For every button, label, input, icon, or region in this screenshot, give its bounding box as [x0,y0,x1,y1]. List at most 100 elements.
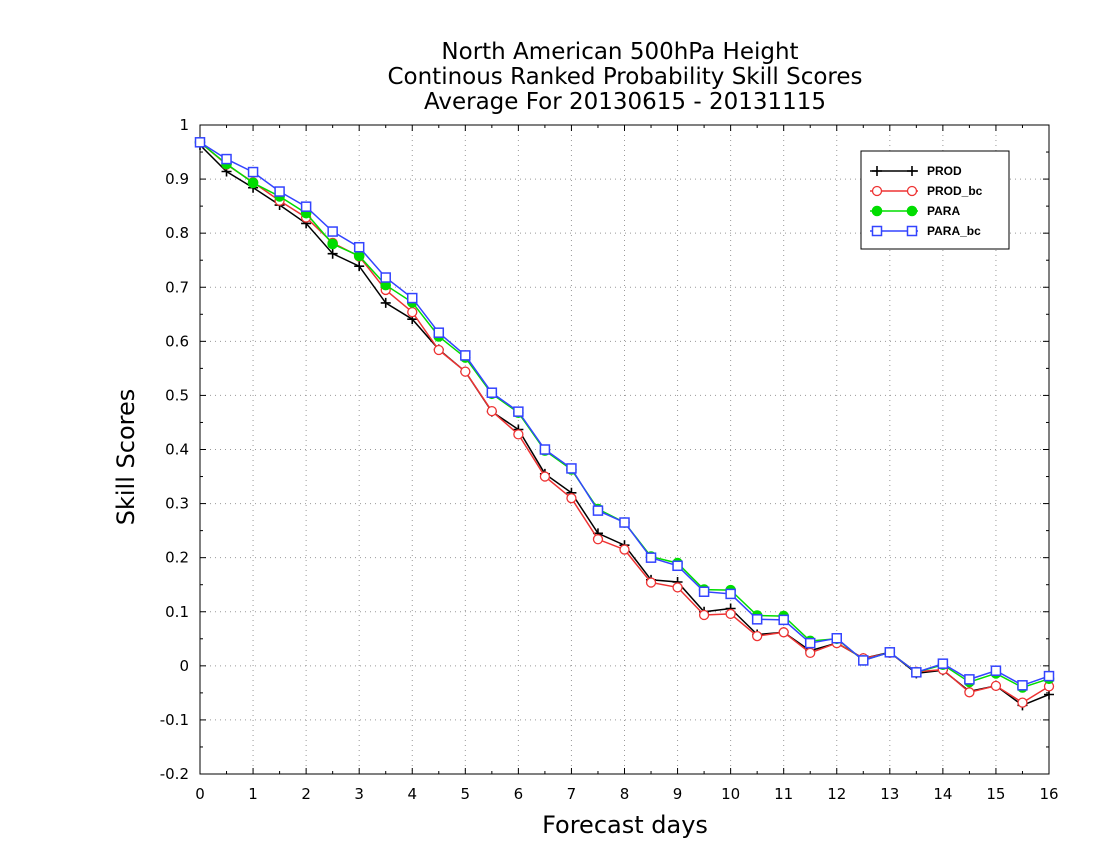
data-point-prod-bc [460,366,471,377]
x-tick-label: 8 [620,785,630,803]
y-tick-label: 0.7 [165,278,189,296]
data-point-prod-bc [513,429,524,440]
data-point-para-bc [566,463,577,474]
legend-marker-para-bc [871,225,883,237]
legend-entry-prod: PROD [870,164,962,178]
legend-entry-para-bc: PARA_bc [870,224,981,238]
data-point-prod-bc [619,544,630,555]
legend-label-prod-bc: PROD_bc [927,184,983,198]
legend-marker-prod [872,166,882,176]
data-point-para-bc [300,201,312,212]
data-point-para-bc [380,272,391,283]
data-point-prod-bc [698,609,710,621]
data-point-para-bc [858,655,869,666]
data-point-para-bc [645,552,657,563]
data-point-prod-bc [1017,697,1028,708]
x-tick-label: 4 [407,785,417,803]
legend-marker-para [871,205,883,217]
chart-title: North American 500hPa Height Continous R… [387,39,862,115]
data-point-prod-bc [407,306,418,318]
x-tick-label: 11 [774,785,793,803]
x-axis-title: Forecast days [542,811,708,839]
legend-marker-prod [907,166,917,176]
data-point-para-bc [274,186,285,197]
data-point-para [327,238,338,250]
data-point-para-bc [194,137,206,148]
title-line-2: Continous Ranked Probability Skill Score… [387,64,862,90]
data-point-prod-bc [433,344,444,356]
data-point-prod-bc [486,405,497,417]
data-point-para-bc [884,647,896,658]
y-tick-label: 0.9 [165,170,189,188]
data-point-prod-bc [752,630,763,642]
data-point-para-bc [990,665,1002,676]
data-point-para-bc [911,667,922,678]
data-point-prod [380,297,391,308]
title-line-3: Average For 20130615 - 20131115 [424,89,826,115]
x-tick-label: 3 [354,785,364,803]
x-tick-label: 9 [673,785,683,803]
legend-marker-para-bc [906,225,918,237]
x-tick-label: 5 [461,785,471,803]
data-point-prod-bc [778,627,789,638]
legend-label-para-bc: PARA_bc [927,224,981,238]
data-point-prod-bc [964,687,975,698]
y-tick-label: 0.6 [165,332,189,350]
data-point-prod-bc [990,680,1002,691]
data-point-prod-bc [805,647,816,659]
series-layer [194,137,1055,711]
data-point-para-bc [486,387,498,398]
data-point-para-bc [433,327,445,338]
legend-entry-prod-bc: PROD_bc [870,184,983,198]
data-point-prod-bc [672,582,683,593]
legend: PROD PROD_bc PARA PARA_bc [860,150,1010,250]
y-tick-label: 0.1 [165,603,189,621]
data-point-para-bc [725,588,736,600]
data-point-prod-bc [592,534,604,545]
data-point-para-bc [831,633,842,644]
x-tick-label: 13 [880,785,899,803]
title-line-1: North American 500hPa Height [441,39,798,65]
data-point-prod [327,248,338,259]
data-point-prod-bc [539,471,551,482]
y-tick-label: -0.2 [160,765,189,783]
legend-label-para: PARA [927,204,960,218]
x-tick-label: 16 [1039,785,1058,803]
y-tick-label: 0.8 [165,224,189,242]
data-point-prod [354,261,365,272]
data-point-prod-bc [566,493,577,504]
x-tick-label: 6 [514,785,524,803]
x-tick-label: 2 [301,785,311,803]
legend-marker-prod-bc [906,185,918,197]
x-tick-label: 15 [986,785,1005,803]
data-point-para-bc [804,637,816,649]
y-tick-label: 0 [179,657,189,675]
data-point-prod-bc [725,608,736,620]
x-tick-label: 7 [567,785,577,803]
legend-marker-para [906,205,918,217]
x-tick-label: 0 [195,785,205,803]
data-point-prod-bc [645,577,657,588]
x-tick-label: 14 [933,785,952,803]
data-point-para-bc [1043,670,1055,682]
legend-box [860,150,1010,250]
data-point-para-bc [672,560,683,572]
x-tick-label: 10 [721,785,740,803]
data-point-para-bc [592,505,604,516]
y-tick-label: 0.2 [165,549,189,567]
data-point-para-bc [751,614,763,625]
x-tick-label: 1 [248,785,258,803]
data-point-para-bc [221,153,232,165]
data-point-para-bc [964,674,975,685]
data-point-para-bc [539,444,551,455]
data-point-para-bc [407,292,418,304]
data-point-para-bc [327,226,338,237]
data-point-para-bc [460,350,471,361]
y-tick-label: 1 [179,116,189,134]
legend-label-prod: PROD [927,164,962,178]
y-tick-label: 0.4 [165,441,189,459]
x-tick-label: 12 [827,785,846,803]
data-point-para-bc [247,166,259,178]
series-para-bc [194,137,1055,691]
y-axis-title: Skill Scores [112,389,140,526]
